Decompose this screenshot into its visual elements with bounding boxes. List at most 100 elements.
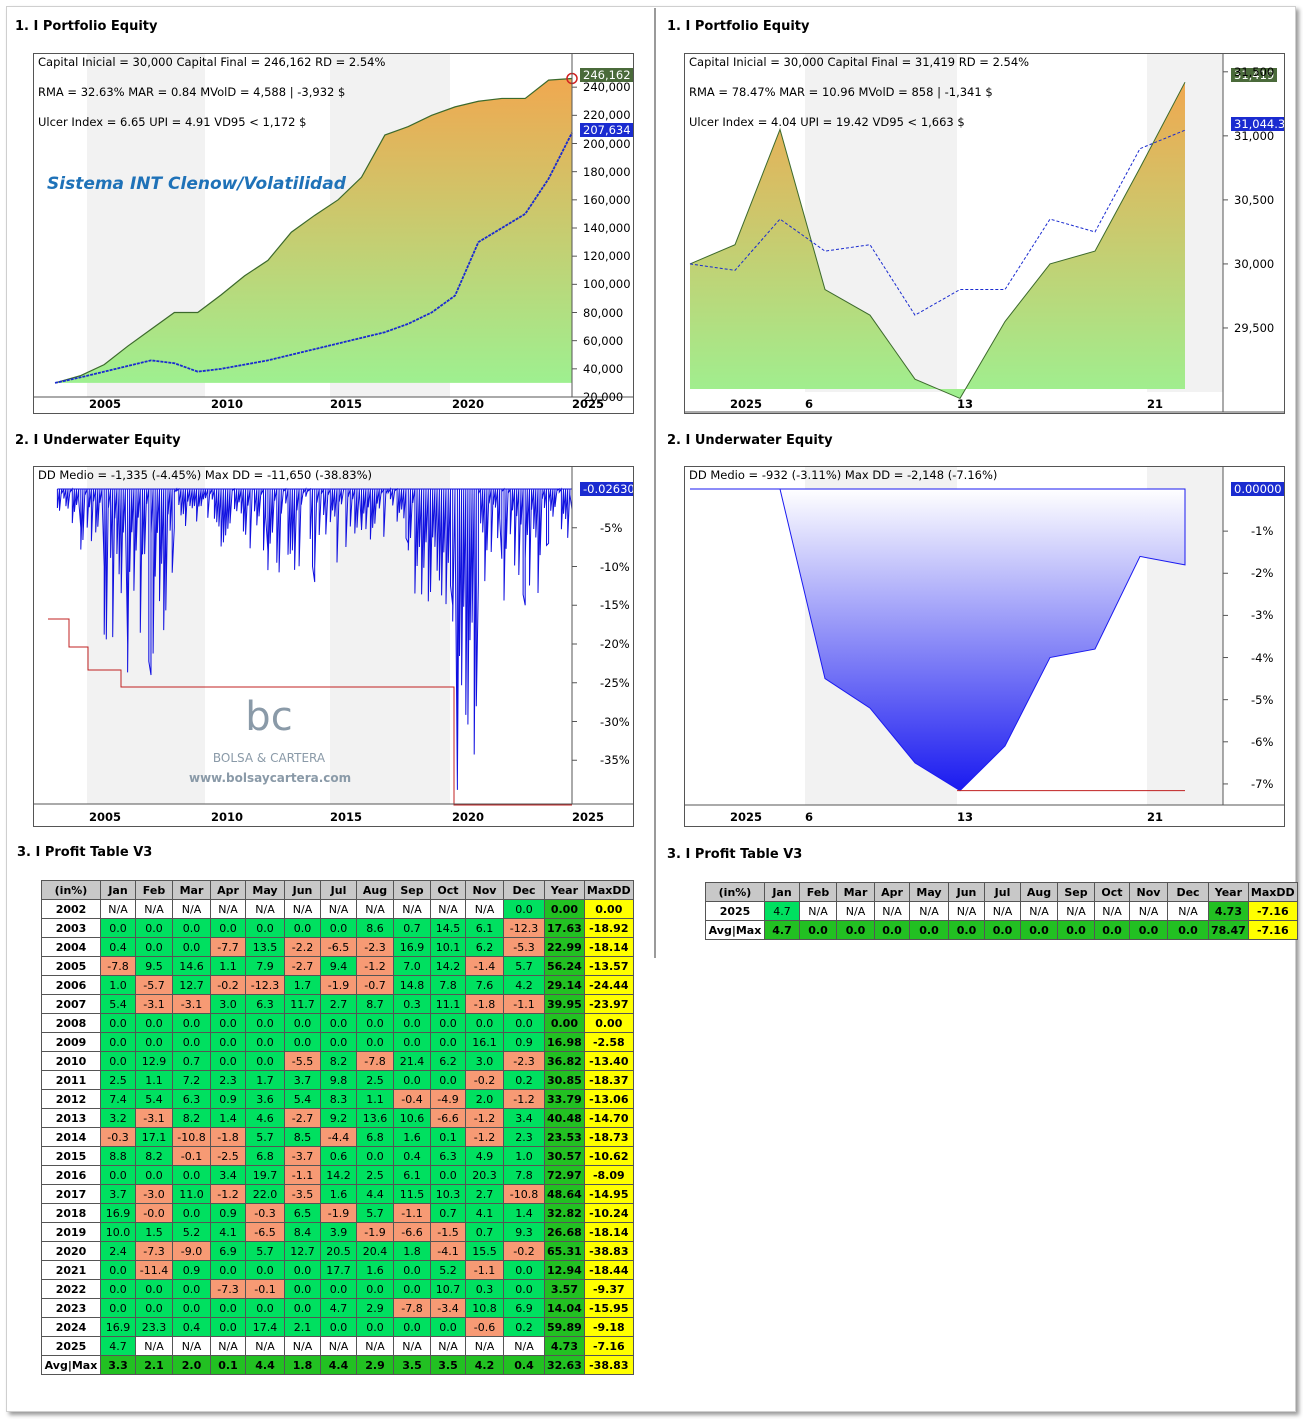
left-equity-ytick-10: 40,000 [583, 361, 624, 376]
table-header: May [909, 882, 949, 902]
table-cell: 3.0 [465, 1051, 504, 1071]
table-cell: 13.6 [356, 1108, 394, 1128]
table-cell: 0.0 [210, 1013, 246, 1033]
table-cell: -13.40 [583, 1051, 634, 1071]
left-equity-ytick-6: 120,000 [583, 249, 631, 264]
table-cell: N/A [836, 901, 875, 921]
table-cell: 8.2 [172, 1108, 211, 1128]
table-cell: 4.4 [356, 1184, 394, 1204]
right-equity-xtick-0: 2025 [730, 397, 763, 411]
table-cell: N/A [984, 901, 1021, 921]
table-cell: 8.8 [100, 1146, 136, 1166]
table-cell: 0.0 [320, 1032, 357, 1052]
table-cell: -18.44 [583, 1260, 634, 1280]
table-header: Apr [874, 882, 910, 902]
table-cell: N/A [465, 1336, 504, 1356]
table-cell: 2013 [41, 1108, 101, 1128]
table-cell: N/A [320, 899, 357, 919]
left-equity-xtick-4: 2025 [572, 397, 605, 411]
table-cell: 0.0 [503, 1279, 545, 1299]
table-cell: -1.2 [503, 1089, 545, 1109]
table-cell: -7.3 [210, 1279, 246, 1299]
table-cell: 0.0 [465, 1013, 504, 1033]
table-cell: 16.9 [100, 1317, 136, 1337]
table-cell: 14.6 [172, 956, 211, 976]
table-cell: 12.94 [544, 1260, 585, 1280]
table-cell: 6.5 [284, 1203, 321, 1223]
table-cell: 10.0 [100, 1222, 136, 1242]
table-cell: 2.5 [356, 1165, 394, 1185]
watermark-name: BOLSA & CARTERA [212, 751, 326, 765]
table-cell: 56.24 [544, 956, 585, 976]
table-cell: 0.1 [210, 1355, 246, 1375]
table-cell: 0.0 [430, 1317, 466, 1337]
table-cell: 0.9 [210, 1089, 246, 1109]
table-cell: 4.1 [465, 1203, 504, 1223]
table-cell: 2017 [41, 1184, 101, 1204]
table-cell: 3.5 [430, 1355, 466, 1375]
table-cell: 26.68 [544, 1222, 585, 1242]
table-cell: 7.0 [393, 956, 431, 976]
table-cell: 1.4 [210, 1108, 246, 1128]
table-cell: 2016 [41, 1165, 101, 1185]
right-underwater-chart: DD Medio = -932 (-3.11%) Max DD = -2,148… [684, 466, 1285, 827]
table-cell: 1.6 [393, 1127, 431, 1147]
table-header: MaxDD [583, 880, 634, 900]
table-cell: N/A [135, 899, 173, 919]
table-cell: -7.16 [583, 1336, 634, 1356]
table-row: 2018 16.9 -0.0 0.0 0.9 -0.3 6.5 -1.9 5.7 -1.1 0.7 4… [41, 1203, 634, 1223]
table-cell: N/A [284, 899, 321, 919]
table-cell: 0.0 [320, 1013, 357, 1033]
table-cell: 0.0 [1020, 920, 1058, 940]
table-row: 2021 0.0 -11.4 0.9 0.0 0.0 0.0 17.7 1.6 0.0 5.2 -1.… [41, 1260, 634, 1280]
table-cell: -5.5 [284, 1051, 321, 1071]
table-row: 2006 1.0 -5.7 12.7 -0.2 -12.3 1.7 -1.9 -0.7 14.8 7… [41, 975, 634, 995]
table-cell: 10.1 [430, 937, 466, 957]
table-cell: 48.64 [544, 1184, 585, 1204]
table-cell: 7.6 [465, 975, 504, 995]
table-row: 2025 4.7 N/A N/A N/A N/A N/A N/A N/A N/A N/A N/A N/A… [705, 901, 1298, 921]
right-underwater-ytick-5: -6% [1251, 734, 1274, 749]
table-cell: 0.0 [1057, 920, 1095, 940]
table-row: 2012 7.4 5.4 6.3 0.9 3.6 5.4 8.3 1.1 -0.4 -4.9 2.0-… [41, 1089, 634, 1109]
table-cell: 0.0 [100, 1032, 136, 1052]
table-cell: 8.7 [356, 994, 394, 1014]
table-cell: 7.4 [100, 1089, 136, 1109]
table-row: 2022 0.0 0.0 0.0 -7.3 -0.1 0.0 0.0 0.0 0.0 10.7 0.3… [41, 1279, 634, 1299]
table-cell: -24.44 [583, 975, 634, 995]
table-cell: N/A [1094, 901, 1130, 921]
table-cell: 0.4 [172, 1317, 211, 1337]
table-cell: 23.3 [135, 1317, 173, 1337]
table-cell: 0.0 [874, 920, 910, 940]
table-cell: 4.4 [320, 1355, 357, 1375]
table-cell: 0.0 [284, 1279, 321, 1299]
table-cell: N/A [503, 1336, 545, 1356]
table-cell: 11.7 [284, 994, 321, 1014]
table-cell: -38.83 [583, 1241, 634, 1261]
table-cell: -1.9 [356, 1222, 394, 1242]
table-cell: -3.0 [135, 1184, 173, 1204]
right-equity-xtick-2: 13 [957, 397, 974, 411]
table-cell: -9.37 [583, 1279, 634, 1299]
right-underwater-ytick-6: -7% [1251, 776, 1274, 791]
table-cell: 0.0 [320, 918, 357, 938]
left-equity-stat-2: RMA = 32.63% MAR = 0.84 MVolD = 4,588 | … [38, 85, 346, 99]
table-row: 2015 8.8 8.2 -0.1 -2.5 6.8 -3.7 0.6 0.0 0.4 6.3 4.9… [41, 1146, 634, 1166]
left-equity-ytick-4: 160,000 [583, 192, 631, 207]
table-cell: 2007 [41, 994, 101, 1014]
table-cell: 0.9 [172, 1260, 211, 1280]
table-cell: N/A [210, 899, 246, 919]
table-cell: 0.0 [393, 1260, 431, 1280]
table-header: Sep [393, 880, 431, 900]
table-cell: 0.00 [583, 899, 634, 919]
table-cell: 0.00 [544, 899, 585, 919]
table-cell: 0.0 [172, 1013, 211, 1033]
left-equity-xtick-0: 2005 [89, 397, 122, 411]
table-cell: 72.97 [544, 1165, 585, 1185]
table-cell: 0.4 [393, 1146, 431, 1166]
table-cell: 0.4 [503, 1355, 545, 1375]
table-cell: -5.3 [503, 937, 545, 957]
table-cell: 78.47 [1208, 920, 1249, 940]
equity-line [54, 77, 573, 384]
equity-area [55, 78, 572, 383]
